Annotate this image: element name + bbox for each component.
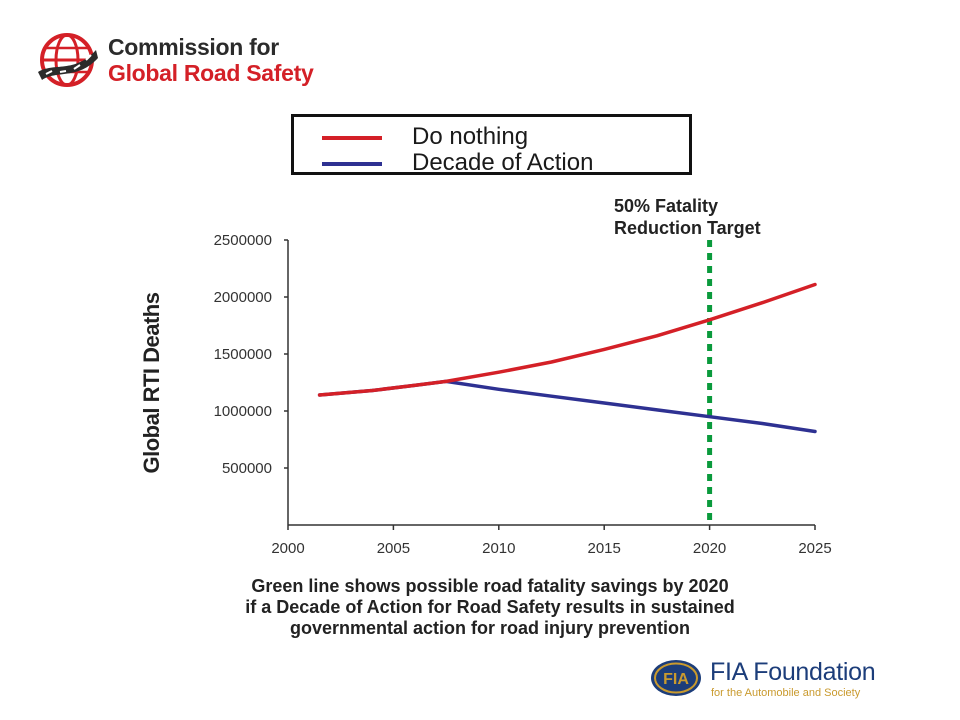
y-tick-label: 2500000 [214,232,272,249]
x-tick-label: 2005 [377,540,410,557]
legend-swatch-red [322,136,382,140]
fia-logo-subtitle: for the Automobile and Society [711,687,861,699]
fia-logo-name: FIA Foundation [710,658,876,686]
legend-label: Decade of Action [412,149,594,176]
fia-badge-icon: FIA [651,660,701,696]
chart-caption: Green line shows possible road fatality … [100,576,880,639]
legend-label: Do nothing [412,123,529,150]
legend-swatch-blue [322,162,382,166]
caption-line1: Green line shows possible road fatality … [251,576,729,596]
commission-logo: Commission for Global Road Safety [36,30,356,90]
target-annotation-line2: Reduction Target [614,218,761,238]
logo-title-line1: Commission for [108,34,279,60]
y-tick-label: 2000000 [214,289,272,306]
caption-line2: if a Decade of Action for Road Safety re… [245,597,735,617]
logo-title-line2: Global Road Safety [108,60,314,86]
y-tick-label: 1000000 [214,403,272,420]
x-tick-label: 2000 [271,540,304,557]
target-annotation: 50% Fatality Reduction Target [614,195,854,239]
caption-line3: governmental action for road injury prev… [289,618,691,638]
fia-foundation-logo: FIA FIA Foundation for the Automobile an… [650,656,910,704]
chart-legend: Do nothing Decade of Action [291,114,692,176]
target-annotation-line1: 50% Fatality [614,196,719,216]
globe-road-icon [38,33,98,87]
y-tick-label: 1500000 [214,346,272,363]
y-tick-label: 500000 [222,460,272,477]
x-tick-label: 2015 [588,540,621,557]
series-line-do-nothing [317,282,817,397]
x-tick-label: 2010 [482,540,515,557]
x-tick-label: 2025 [798,540,831,557]
fia-badge-text: FIA [663,671,689,688]
x-tick-label: 2020 [693,540,726,557]
